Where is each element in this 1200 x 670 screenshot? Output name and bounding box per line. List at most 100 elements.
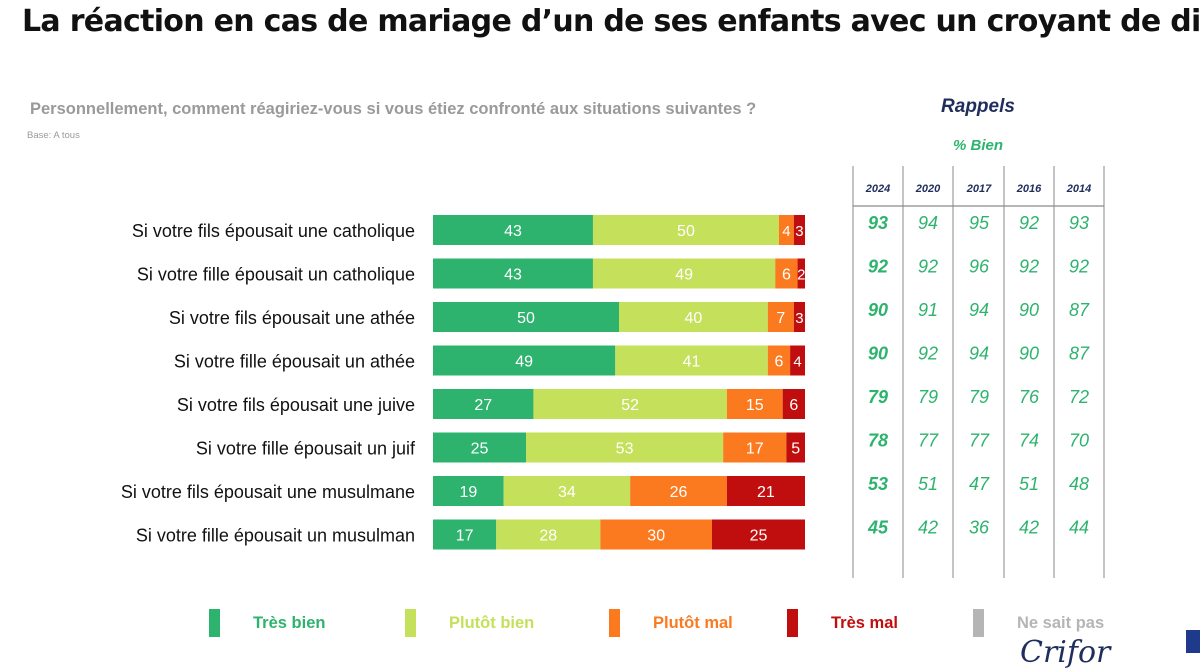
rappel-value: 94 xyxy=(918,213,938,233)
rappel-value: 48 xyxy=(1069,474,1089,494)
rappel-value: 47 xyxy=(969,474,990,494)
rappel-value: 96 xyxy=(969,257,990,277)
bar-segment xyxy=(782,389,805,419)
bar-value-label: 6 xyxy=(775,354,784,371)
bar-segment xyxy=(767,345,791,376)
bar-value-label: 3 xyxy=(795,310,803,327)
rappel-value: 77 xyxy=(969,431,990,451)
bar-segment xyxy=(592,215,779,245)
bar-value-label: 49 xyxy=(675,267,693,284)
bar-segment xyxy=(433,389,534,419)
rappel-value: 79 xyxy=(969,387,989,407)
bar-segment xyxy=(619,302,768,332)
bar-segment xyxy=(615,345,768,376)
legend-swatch xyxy=(209,609,220,637)
bar-value-label: 50 xyxy=(677,223,695,240)
bar-segment xyxy=(630,476,727,506)
bar-value-label: 25 xyxy=(750,528,768,545)
rappel-value: 51 xyxy=(1019,474,1039,494)
bar-value-label: 17 xyxy=(456,528,474,545)
category-label: Si votre fille épousait un catholique xyxy=(137,265,415,285)
rappel-value: 76 xyxy=(1019,387,1040,407)
bar-value-label: 52 xyxy=(621,397,639,414)
category-label: Si votre fille épousait un musulman xyxy=(136,526,415,546)
rappel-value: 51 xyxy=(918,474,938,494)
stacked-bar-chart: Si votre fils épousait une catholique 43 5… xyxy=(121,166,1105,578)
bar-value-label: 15 xyxy=(746,397,764,414)
rappel-value: 36 xyxy=(969,518,990,538)
rappel-value: 42 xyxy=(1019,518,1039,538)
year-header: 2024 xyxy=(865,183,890,195)
bar-value-label: 27 xyxy=(474,397,492,414)
bar-segment xyxy=(778,215,794,245)
bar-value-label: 43 xyxy=(504,267,522,284)
bar-value-label: 41 xyxy=(683,354,701,371)
bar-value-label: 6 xyxy=(782,267,791,284)
category-label: Si votre fils épousait une catholique xyxy=(132,221,415,241)
bar-segment xyxy=(433,476,504,506)
legend-label: Ne sait pas xyxy=(1017,614,1105,632)
bar-segment xyxy=(723,432,787,463)
year-header: 2017 xyxy=(966,183,992,195)
rappel-value: 42 xyxy=(918,518,938,538)
rappel-value: 91 xyxy=(918,300,938,320)
rappel-value: 44 xyxy=(1069,518,1089,538)
rappel-value: 74 xyxy=(1019,431,1039,451)
rappel-value: 90 xyxy=(868,344,888,364)
bar-value-label: 34 xyxy=(558,484,576,501)
rappel-value: 92 xyxy=(1069,257,1089,277)
bar-segment xyxy=(775,258,798,289)
rappel-value: 90 xyxy=(1019,344,1039,364)
category-label: Si votre fille épousait un athée xyxy=(174,352,415,372)
bar-value-label: 53 xyxy=(616,441,634,458)
bar-segment xyxy=(496,519,601,550)
bar-value-label: 2 xyxy=(797,267,805,284)
bar-segment xyxy=(793,215,805,245)
legend-swatch xyxy=(609,609,620,637)
bar-value-label: 4 xyxy=(782,223,790,240)
bar-value-label: 25 xyxy=(471,441,489,458)
legend-swatch xyxy=(787,609,798,637)
rappel-value: 79 xyxy=(868,387,888,407)
bar-segment xyxy=(526,432,724,463)
bar-value-label: 28 xyxy=(539,528,557,545)
rappel-value: 95 xyxy=(969,213,990,233)
base-note: Base: A tous xyxy=(27,130,80,141)
bar-segment xyxy=(712,519,805,550)
rappel-value: 72 xyxy=(1069,387,1089,407)
rappel-value: 94 xyxy=(969,344,989,364)
bar-value-label: 26 xyxy=(670,484,688,501)
legend-label: Très mal xyxy=(831,614,898,632)
bar-segment xyxy=(503,476,631,506)
rappel-value: 79 xyxy=(918,387,938,407)
bar-segment xyxy=(786,432,805,463)
year-header: 2020 xyxy=(915,183,941,195)
bar-segment xyxy=(433,302,619,332)
bar-segment xyxy=(797,258,805,289)
bar-segment xyxy=(790,345,805,376)
legend-label: Très bien xyxy=(253,614,326,632)
bar-segment xyxy=(433,345,616,376)
bar-value-label: 43 xyxy=(504,223,522,240)
legend-label: Plutôt bien xyxy=(449,614,535,632)
legend-label: Plutôt mal xyxy=(653,614,733,632)
rappel-value: 70 xyxy=(1069,431,1089,451)
bar-value-label: 7 xyxy=(776,310,785,327)
category-label: Si votre fille épousait un juif xyxy=(196,439,416,459)
brand-block xyxy=(1186,630,1200,653)
bar-value-label: 6 xyxy=(789,397,798,414)
bar-segment xyxy=(600,519,712,550)
bar-value-label: 17 xyxy=(746,441,764,458)
rappel-value: 92 xyxy=(1019,257,1039,277)
bar-value-label: 19 xyxy=(459,484,477,501)
rappel-value: 92 xyxy=(918,257,938,277)
bar-value-label: 40 xyxy=(685,310,703,327)
bar-value-label: 21 xyxy=(757,484,775,501)
rappel-value: 93 xyxy=(1069,213,1089,233)
rappel-value: 90 xyxy=(1019,300,1039,320)
bar-segment xyxy=(433,519,497,550)
rappel-value: 87 xyxy=(1069,344,1090,364)
rappel-value: 92 xyxy=(868,257,888,277)
category-label: Si votre fils épousait une athée xyxy=(169,308,415,328)
bar-value-label: 30 xyxy=(647,528,665,545)
